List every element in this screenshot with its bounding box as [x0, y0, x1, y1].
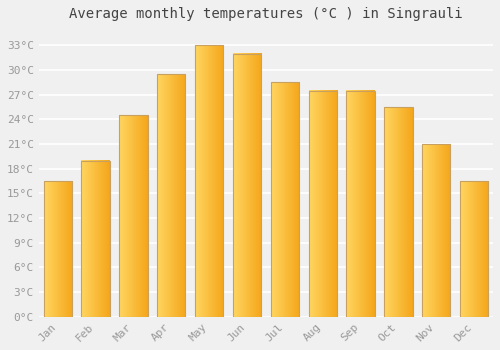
Bar — [460, 181, 488, 317]
Bar — [346, 91, 375, 317]
Bar — [82, 161, 110, 317]
Bar — [44, 181, 72, 317]
Bar — [233, 54, 261, 317]
Bar — [422, 144, 450, 317]
Bar — [195, 46, 224, 317]
Bar — [119, 116, 148, 317]
Bar — [308, 91, 337, 317]
Bar — [384, 107, 412, 317]
Title: Average monthly temperatures (°C ) in Singrauli: Average monthly temperatures (°C ) in Si… — [69, 7, 462, 21]
Bar — [270, 83, 299, 317]
Bar — [157, 74, 186, 317]
